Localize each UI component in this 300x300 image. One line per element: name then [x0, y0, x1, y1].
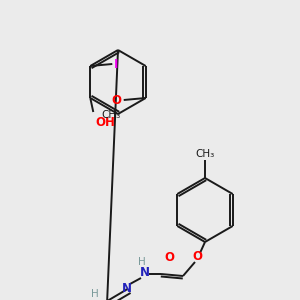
Text: I: I	[114, 58, 119, 70]
Text: OH: OH	[95, 116, 115, 129]
Text: N: N	[140, 266, 150, 280]
Text: H: H	[91, 289, 99, 299]
Text: O: O	[192, 250, 202, 262]
Text: N: N	[122, 281, 132, 295]
Text: CH₃: CH₃	[101, 110, 120, 120]
Text: CH₃: CH₃	[195, 149, 214, 159]
Text: O: O	[112, 94, 122, 106]
Text: H: H	[138, 257, 146, 267]
Text: O: O	[164, 251, 174, 264]
